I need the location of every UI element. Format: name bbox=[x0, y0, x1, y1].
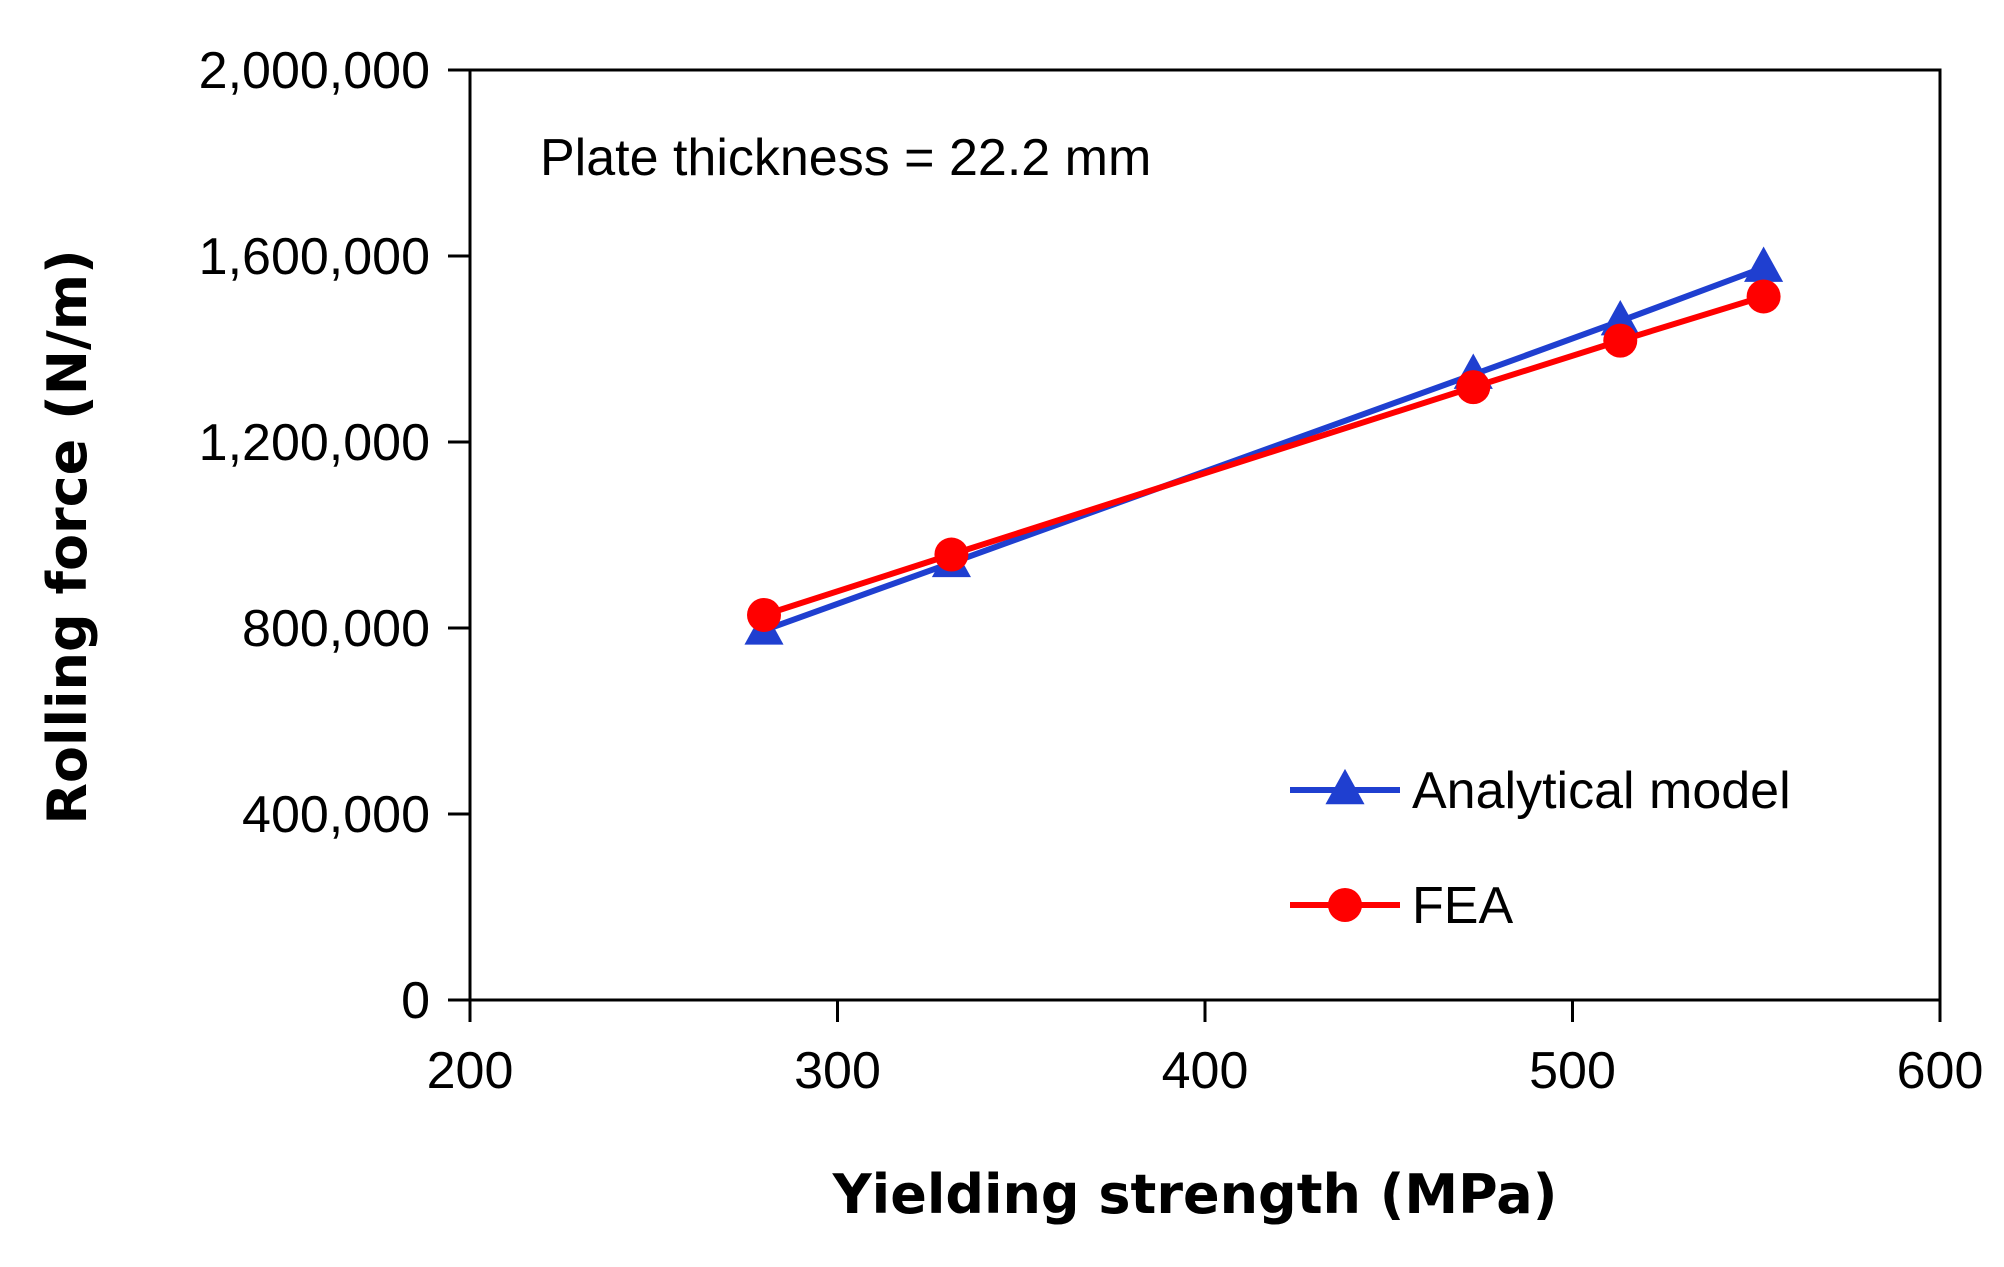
x-axis-title: Yielding strength (MPa) bbox=[832, 1163, 1558, 1226]
x-tick-label: 300 bbox=[794, 1042, 881, 1100]
plate-thickness-annotation: Plate thickness = 22.2 mm bbox=[540, 129, 1151, 187]
x-tick-label: 200 bbox=[427, 1042, 514, 1100]
legend-label: FEA bbox=[1412, 877, 1513, 935]
x-axis-ticks bbox=[468, 1000, 1942, 1022]
y-tick-label: 1,200,000 bbox=[199, 414, 430, 472]
y-tick-label: 1,600,000 bbox=[199, 228, 430, 286]
legend-triangle-marker bbox=[1325, 768, 1365, 805]
data-point-triangle bbox=[1744, 246, 1784, 282]
y-axis-title: Rolling force (N/m) bbox=[36, 249, 99, 824]
legend-circle-marker bbox=[1328, 888, 1362, 922]
series-layer bbox=[744, 246, 1784, 645]
legend-item: Analytical model bbox=[1290, 762, 1791, 820]
legend-label: Analytical model bbox=[1412, 762, 1791, 820]
y-axis-ticks bbox=[448, 68, 470, 1002]
data-point-triangle bbox=[1600, 300, 1640, 336]
x-tick-label: 600 bbox=[1897, 1042, 1984, 1100]
y-tick-label: 2,000,000 bbox=[199, 42, 430, 100]
data-point-circle bbox=[1456, 370, 1491, 405]
y-axis-tick-labels: 0 400,000 800,000 1,200,000 1,600,000 2,000,0… bbox=[199, 42, 430, 1030]
x-tick-label: 400 bbox=[1162, 1042, 1249, 1100]
data-point-circle bbox=[747, 597, 781, 632]
x-axis-tick-labels: 200 300 400 500 600 bbox=[427, 1042, 1984, 1100]
legend-item: FEA bbox=[1290, 877, 1513, 935]
y-tick-label: 0 bbox=[401, 972, 430, 1030]
x-tick-label: 500 bbox=[1529, 1042, 1616, 1100]
data-point-circle bbox=[1746, 279, 1781, 314]
data-point-circle bbox=[934, 537, 969, 572]
data-point-circle bbox=[1603, 323, 1638, 358]
y-tick-label: 800,000 bbox=[242, 600, 430, 658]
series-fea bbox=[747, 279, 1781, 632]
legend: Analytical model FEA bbox=[1290, 762, 1791, 935]
y-tick-label: 400,000 bbox=[242, 786, 430, 844]
